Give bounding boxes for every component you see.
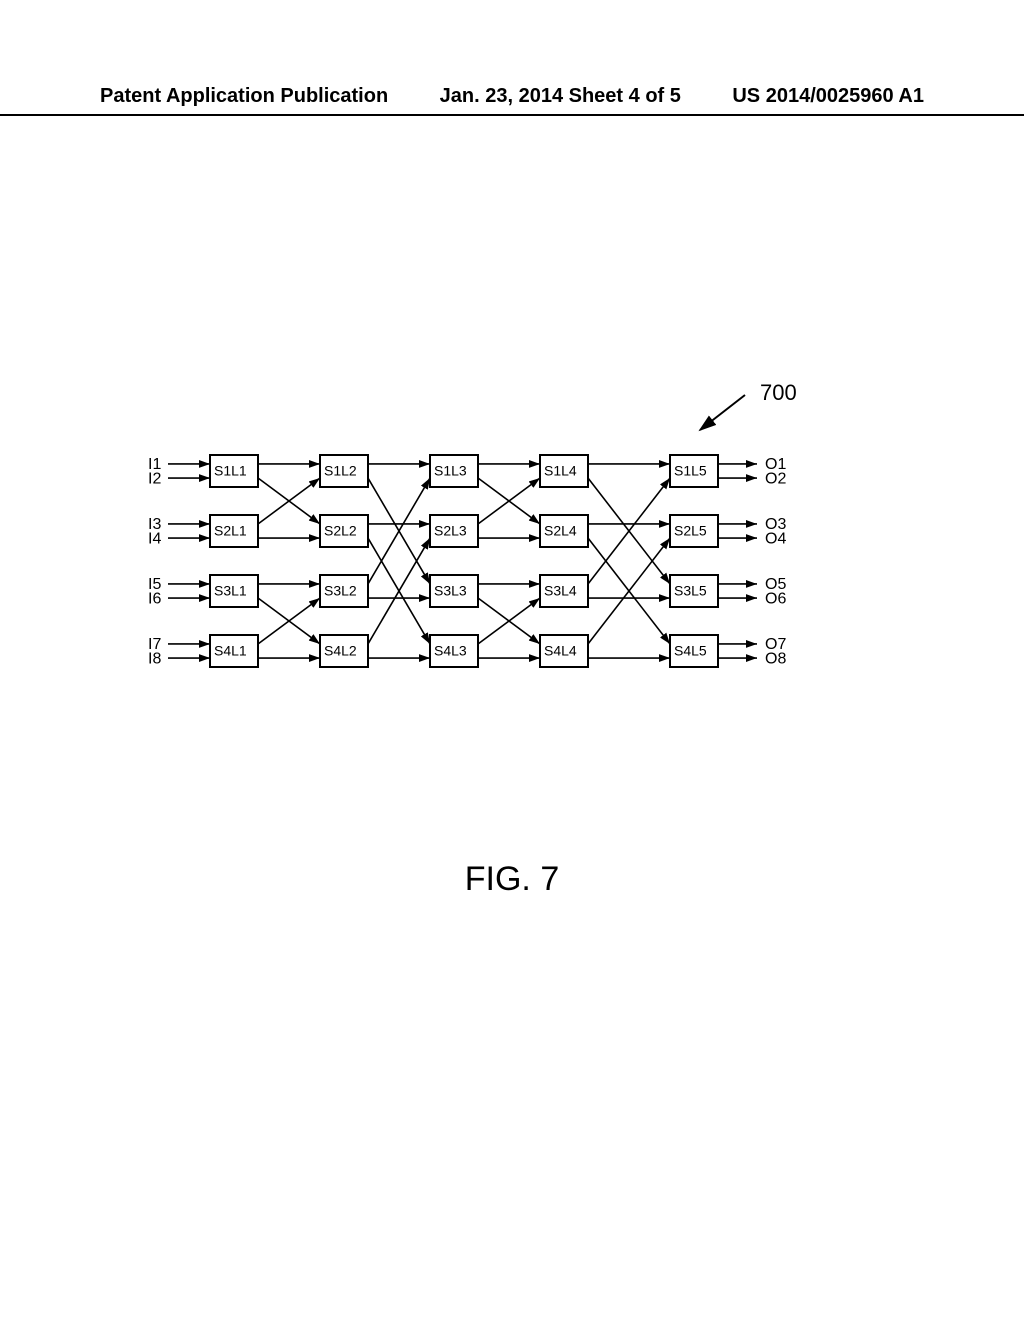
switch-node-label: S3L5 xyxy=(674,583,707,599)
input-label: I2 xyxy=(148,470,161,487)
output-label: O4 xyxy=(765,530,786,547)
switch-node-label: S1L4 xyxy=(544,463,577,479)
output-label: O2 xyxy=(765,470,786,487)
switch-node-label: S4L4 xyxy=(544,643,577,659)
header-center: Jan. 23, 2014 Sheet 4 of 5 xyxy=(440,85,681,108)
network-diagram: S1L1 S1L2 S1L3 S1L4 S1L5 S2L1 S2L2 S2L3 S2L4 S2L5… xyxy=(120,435,900,695)
switch-node-label: S4L2 xyxy=(324,643,357,659)
switch-node-label: S1L5 xyxy=(674,463,707,479)
switch-node-label: S1L3 xyxy=(434,463,467,479)
input-label: I8 xyxy=(148,650,161,667)
input-label: I4 xyxy=(148,530,161,547)
input-label: I6 xyxy=(148,590,161,607)
page: Patent Application Publication Jan. 23, … xyxy=(0,0,1024,1320)
switch-node-label: S2L3 xyxy=(434,523,467,539)
figure-label: FIG. 7 xyxy=(0,860,1024,899)
switch-node-label: S3L2 xyxy=(324,583,357,599)
switch-node-label: S2L2 xyxy=(324,523,357,539)
switch-node-label: S3L1 xyxy=(214,583,247,599)
page-header: Patent Application Publication Jan. 23, … xyxy=(0,85,1024,116)
switch-node-label: S4L5 xyxy=(674,643,707,659)
switch-node-label: S4L1 xyxy=(214,643,247,659)
switch-node-label: S2L5 xyxy=(674,523,707,539)
switch-node-label: S3L3 xyxy=(434,583,467,599)
output-label: O6 xyxy=(765,590,786,607)
output-label: O8 xyxy=(765,650,786,667)
header-right: US 2014/0025960 A1 xyxy=(732,85,924,108)
switch-node-label: S2L4 xyxy=(544,523,577,539)
header-left: Patent Application Publication xyxy=(100,85,388,108)
reference-number: 700 xyxy=(760,380,797,406)
switch-node-label: S1L1 xyxy=(214,463,247,479)
switch-node-label: S3L4 xyxy=(544,583,577,599)
switch-node-label: S4L3 xyxy=(434,643,467,659)
switch-node-label: S2L1 xyxy=(214,523,247,539)
switch-node-label: S1L2 xyxy=(324,463,357,479)
